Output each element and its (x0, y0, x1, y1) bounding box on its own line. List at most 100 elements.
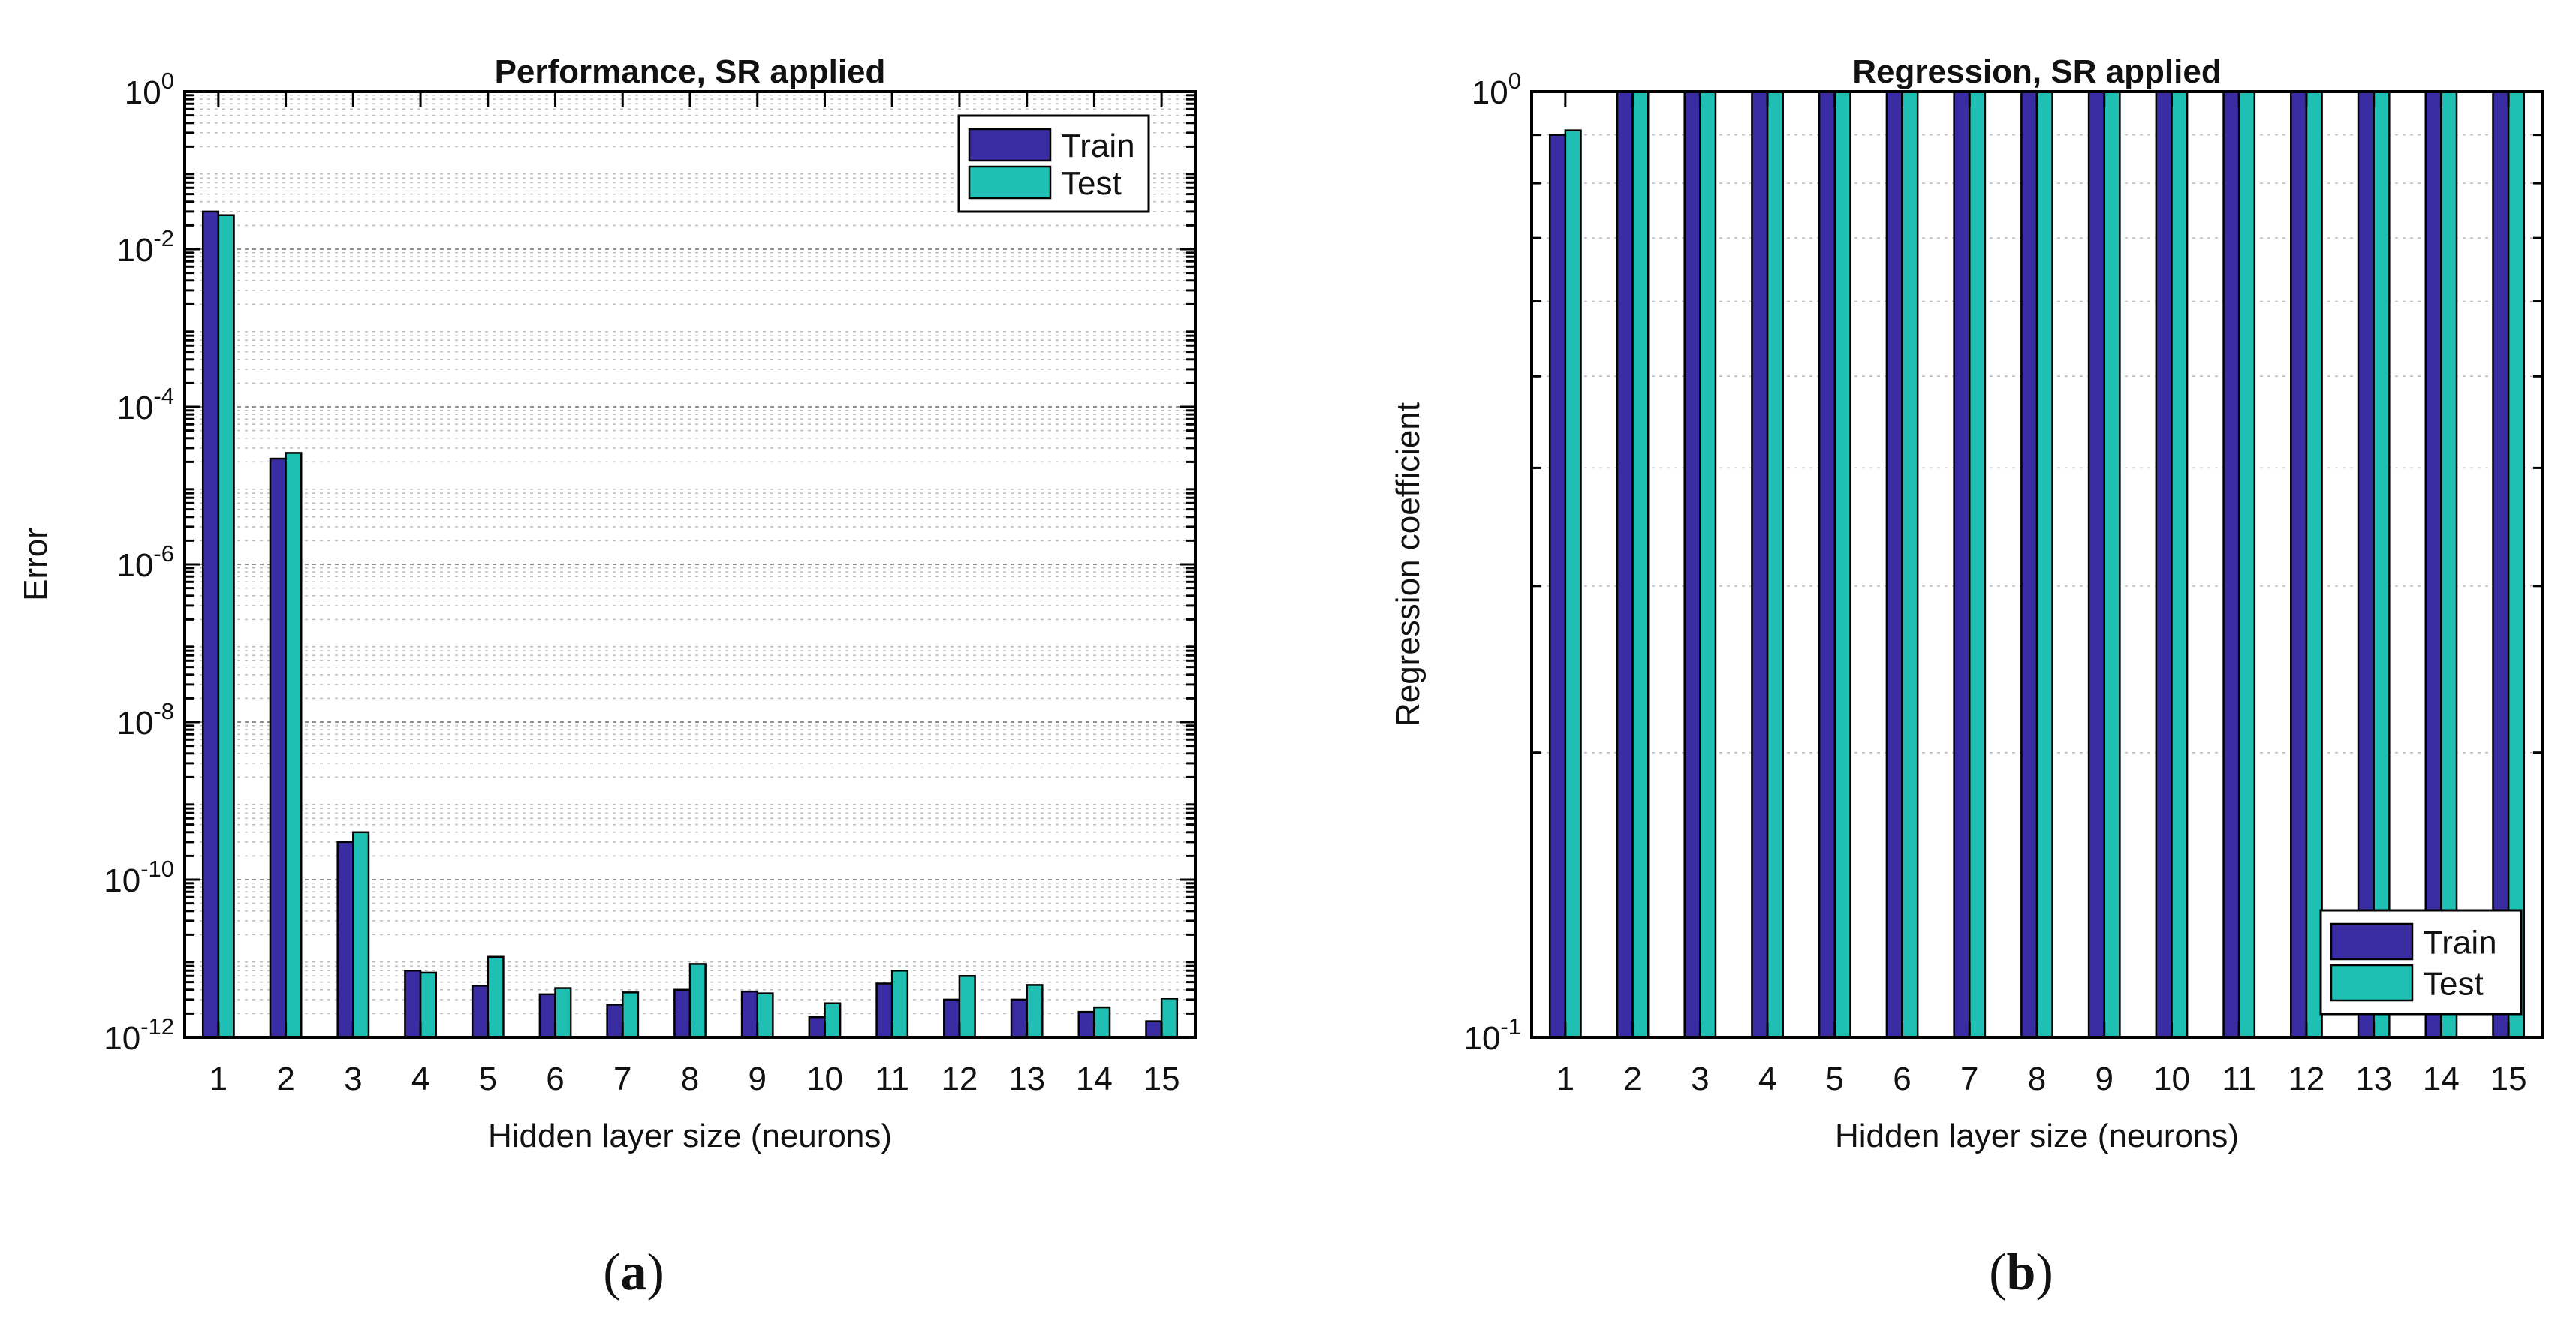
y-tick-label: 100 (125, 68, 174, 111)
y-tick-base: 10 (116, 390, 153, 426)
bar-test-9 (2103, 90, 2121, 1039)
y-tick-label: 100 (1472, 68, 1521, 111)
y-tick-exponent: -2 (153, 225, 174, 251)
y-tick-label: 10-8 (116, 698, 174, 742)
x-axis-title: Hidden layer size (neurons) (1835, 1118, 2239, 1154)
y-tick-base: 10 (116, 547, 153, 584)
y-tick-base: 10 (1463, 1020, 1500, 1057)
y-tick-base: 10 (125, 74, 161, 111)
y-tick-exponent: -10 (140, 856, 174, 882)
y-tick-label: 10-12 (104, 1013, 174, 1057)
x-tick-label: 7 (1960, 1061, 1978, 1097)
bar-train-8 (2020, 90, 2038, 1039)
bar-train-4 (404, 970, 422, 1039)
chart-title: Performance, SR applied (495, 53, 886, 90)
x-tick-label: 13 (1008, 1061, 1045, 1097)
bar-test-3 (352, 831, 370, 1039)
bar-test-12 (958, 975, 976, 1039)
y-tick-base: 10 (104, 862, 140, 899)
legend-label-train: Train (2423, 925, 2497, 961)
y-tick-label: 10-10 (104, 856, 174, 899)
bar-train-10 (808, 1016, 826, 1039)
caption-close-paren: ) (2035, 1244, 2053, 1301)
bar-train-11 (2222, 90, 2240, 1039)
x-tick-label: 3 (344, 1061, 362, 1097)
x-tick-label: 2 (1623, 1061, 1641, 1097)
legend-label-test: Test (1061, 165, 1122, 202)
x-tick-label: 3 (1691, 1061, 1709, 1097)
bar-test-10 (2171, 90, 2189, 1039)
bar-test-15 (2507, 90, 2526, 1039)
bar-test-5 (1833, 90, 1851, 1039)
y-tick-exponent: -4 (153, 383, 174, 409)
bar-test-6 (1901, 90, 1919, 1039)
x-tick-label: 7 (613, 1061, 631, 1097)
x-axis-title: Hidden layer size (neurons) (488, 1118, 892, 1154)
bar-train-9 (740, 990, 758, 1039)
legend-label-train: Train (1061, 128, 1135, 164)
x-tick-label: 6 (546, 1061, 564, 1097)
y-tick-exponent: -12 (140, 1013, 174, 1040)
caption-open-paren: ( (603, 1244, 620, 1301)
bar-test-7 (1969, 90, 1987, 1039)
legend-swatch-train (2330, 922, 2414, 961)
bar-test-14 (2440, 90, 2458, 1039)
bar-train-13 (2357, 90, 2375, 1039)
bar-test-2 (285, 452, 303, 1039)
bar-test-5 (487, 955, 505, 1039)
bar-test-7 (622, 991, 640, 1039)
y-tick-exponent: -1 (1500, 1013, 1521, 1040)
x-tick-label: 9 (2095, 1061, 2113, 1097)
bar-test-8 (688, 963, 707, 1039)
bar-train-8 (673, 988, 691, 1039)
bar-test-13 (2373, 90, 2391, 1039)
bar-train-3 (1683, 90, 1701, 1039)
legend-label-test: Test (2423, 966, 2484, 1003)
bar-test-13 (1026, 984, 1044, 1039)
x-tick-label: 9 (748, 1061, 766, 1097)
bar-train-4 (1751, 90, 1769, 1039)
x-tick-label: 8 (681, 1061, 699, 1097)
bar-test-15 (1160, 998, 1179, 1039)
bar-test-14 (1093, 1006, 1111, 1039)
bar-test-4 (1766, 90, 1784, 1039)
x-tick-label: 15 (2490, 1061, 2527, 1097)
y-axis-title: Error (17, 528, 54, 601)
y-tick-label: 10-1 (1463, 1013, 1521, 1057)
y-tick-label: 10-6 (116, 540, 174, 584)
x-tick-label: 6 (1893, 1061, 1911, 1097)
x-tick-label: 12 (941, 1061, 978, 1097)
bar-train-5 (471, 985, 490, 1039)
bar-train-12 (2290, 90, 2308, 1039)
y-tick-exponent: -8 (153, 698, 174, 724)
bar-test-2 (1631, 90, 1650, 1039)
y-tick-base: 10 (104, 1020, 140, 1057)
caption-open-paren: ( (1989, 1244, 2006, 1301)
bar-train-7 (1953, 90, 1971, 1039)
caption-close-paren: ) (647, 1244, 664, 1301)
bar-train-14 (2424, 90, 2442, 1039)
x-tick-label: 1 (1556, 1061, 1574, 1097)
bar-train-14 (1077, 1010, 1095, 1039)
legend-swatch-test (2330, 964, 2414, 1002)
y-tick-base: 10 (116, 232, 153, 269)
bar-train-13 (1010, 998, 1028, 1039)
panel-caption: (b) (1989, 1244, 2053, 1301)
x-tick-label: 13 (2355, 1061, 2392, 1097)
x-tick-label: 10 (2153, 1061, 2190, 1097)
x-tick-label: 2 (276, 1061, 294, 1097)
bar-train-6 (1885, 90, 1903, 1039)
bar-test-4 (419, 971, 437, 1039)
bar-train-3 (336, 841, 354, 1039)
x-tick-label: 4 (1758, 1061, 1776, 1097)
x-tick-label: 5 (479, 1061, 497, 1097)
y-axis-title: Regression coefficient (1390, 402, 1427, 727)
x-tick-label: 14 (2423, 1061, 2460, 1097)
bar-train-15 (2492, 90, 2510, 1039)
bar-train-6 (538, 993, 556, 1039)
bar-train-15 (1145, 1020, 1163, 1039)
